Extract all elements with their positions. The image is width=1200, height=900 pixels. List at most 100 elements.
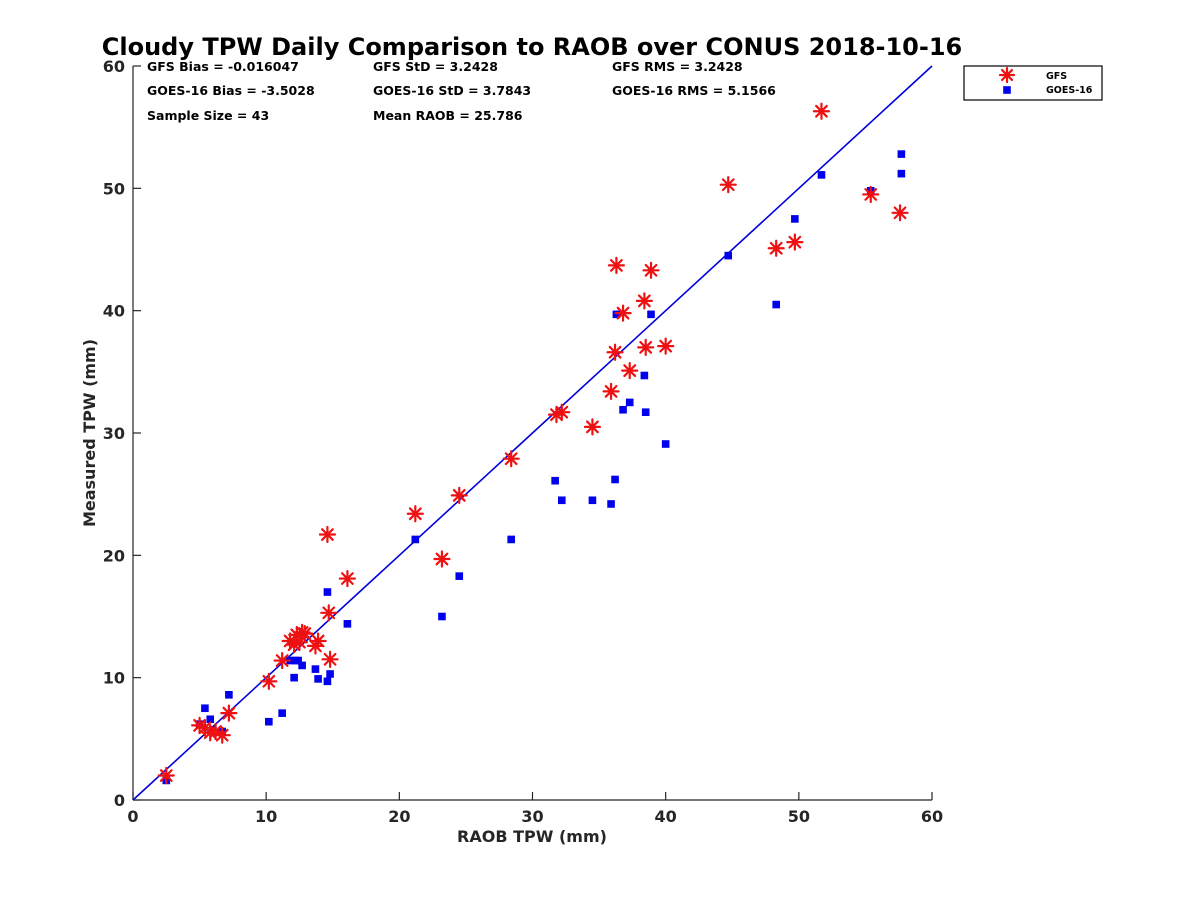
goes16-point bbox=[311, 665, 320, 673]
goes16-point bbox=[897, 169, 906, 178]
stat-gfs-std: GFS StD = 3.2428 bbox=[373, 59, 498, 74]
gfs-point bbox=[309, 632, 327, 650]
goes16-point bbox=[647, 310, 655, 319]
gfs-point bbox=[338, 569, 356, 588]
stat-goes16-rms: GOES-16 RMS = 5.1566 bbox=[612, 83, 776, 98]
gfs-point bbox=[621, 362, 639, 380]
stat-goes16-std: GOES-16 StD = 3.7843 bbox=[373, 83, 531, 98]
gfs-point bbox=[862, 185, 880, 204]
goes16-point bbox=[557, 496, 566, 505]
stat-gfs-rms: GFS RMS = 3.2428 bbox=[612, 59, 743, 74]
goes16-point bbox=[201, 704, 209, 713]
goes16-point bbox=[294, 656, 302, 665]
gfs-point bbox=[260, 672, 278, 690]
legend-gfs-asterisk bbox=[998, 66, 1016, 84]
goes16-point bbox=[640, 371, 649, 380]
y-tick-label: 20 bbox=[103, 546, 125, 565]
y-tick-label: 30 bbox=[103, 424, 125, 443]
gfs-point bbox=[635, 292, 653, 310]
gfs-point bbox=[606, 343, 624, 361]
gfs-point bbox=[607, 256, 625, 275]
goes16-point bbox=[641, 408, 650, 417]
goes16-point bbox=[607, 500, 615, 508]
goes16-point bbox=[438, 612, 446, 621]
gfs-point bbox=[583, 418, 602, 436]
y-axis-label: Measured TPW (mm) bbox=[80, 339, 99, 527]
goes16-point bbox=[265, 717, 273, 726]
chart-title: Cloudy TPW Daily Comparison to RAOB over… bbox=[102, 33, 962, 61]
gfs-point bbox=[614, 304, 632, 322]
goes16-point bbox=[791, 215, 799, 223]
goes16-point bbox=[326, 670, 334, 678]
stat-sample-size: Sample Size = 43 bbox=[147, 108, 269, 123]
goes16-point bbox=[206, 715, 215, 724]
goes16-point bbox=[507, 535, 515, 544]
y-tick-label: 50 bbox=[103, 179, 125, 198]
gfs-point bbox=[450, 486, 468, 504]
legend-gfs-marker bbox=[998, 66, 1016, 84]
stat-gfs-bias: GFS Bias = -0.016047 bbox=[147, 59, 299, 74]
gfs-point bbox=[602, 382, 620, 401]
legend: GFS GOES-16 bbox=[963, 65, 1103, 101]
goes16-point bbox=[225, 690, 233, 699]
gfs-point bbox=[767, 239, 785, 257]
gfs-point bbox=[786, 233, 804, 251]
goes16-point bbox=[411, 535, 420, 544]
legend-goes16-label: GOES-16 bbox=[1046, 85, 1093, 96]
goes16-point bbox=[661, 440, 670, 448]
gfs-point bbox=[157, 766, 175, 785]
goes16-point bbox=[772, 300, 780, 309]
legend-goes16-marker bbox=[1003, 86, 1011, 94]
x-tick-label: 40 bbox=[655, 807, 677, 826]
goes16-point bbox=[619, 405, 627, 414]
goes16-point bbox=[298, 661, 306, 670]
goes16-point bbox=[588, 496, 597, 505]
stat-mean-raob: Mean RAOB = 25.786 bbox=[373, 108, 523, 123]
gfs-point bbox=[891, 204, 909, 222]
axis-ticks: 0 10 20 30 40 50 60 0 10 20 30 40 50 60 bbox=[103, 57, 943, 826]
goes16-point bbox=[611, 475, 619, 484]
gfs-point bbox=[812, 102, 831, 120]
gfs-point bbox=[406, 505, 424, 523]
gfs-point bbox=[642, 261, 660, 279]
y-tick-label: 10 bbox=[103, 669, 125, 688]
y-tick-label: 60 bbox=[103, 57, 125, 76]
goes16-point bbox=[551, 476, 559, 485]
gfs-point bbox=[637, 338, 655, 356]
goes16-point bbox=[314, 675, 322, 683]
stats-annotations: GFS Bias = -0.016047 GFS StD = 3.2428 GF… bbox=[147, 59, 776, 123]
gfs-point bbox=[433, 550, 451, 568]
legend-box bbox=[963, 65, 1103, 101]
goes16-point bbox=[817, 171, 826, 179]
gfs-point bbox=[273, 651, 291, 670]
goes16-point bbox=[897, 150, 906, 158]
goes16-point bbox=[278, 709, 286, 717]
gfs-point bbox=[657, 337, 675, 355]
y-tick-label: 40 bbox=[103, 302, 125, 321]
legend-gfs-label: GFS bbox=[1046, 71, 1067, 82]
x-tick-label: 60 bbox=[921, 807, 943, 826]
goes16-point bbox=[290, 673, 298, 682]
y-tick-label: 0 bbox=[114, 791, 125, 810]
data-points bbox=[157, 102, 909, 785]
x-tick-label: 20 bbox=[388, 807, 410, 826]
gfs-point bbox=[502, 450, 520, 468]
x-tick-label: 0 bbox=[127, 807, 138, 826]
gfs-point bbox=[719, 176, 737, 194]
legend-goes16-square bbox=[1003, 86, 1011, 94]
gfs-point bbox=[220, 704, 238, 722]
stat-goes16-bias: GOES-16 Bias = -3.5028 bbox=[147, 83, 315, 98]
goes16-point bbox=[343, 620, 352, 628]
gfs-point bbox=[321, 650, 339, 668]
x-tick-label: 50 bbox=[788, 807, 810, 826]
gfs-point bbox=[296, 625, 314, 643]
goes16-point bbox=[612, 310, 621, 319]
goes16-point bbox=[724, 251, 733, 260]
goes16-point bbox=[455, 572, 464, 580]
gfs-point bbox=[318, 525, 337, 544]
goes16-point bbox=[625, 398, 634, 407]
x-tick-label: 30 bbox=[521, 807, 543, 826]
x-tick-label: 10 bbox=[255, 807, 277, 826]
gfs-point bbox=[213, 726, 231, 744]
